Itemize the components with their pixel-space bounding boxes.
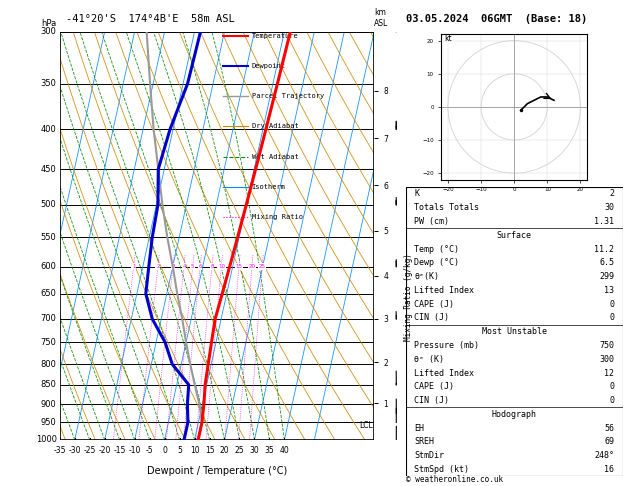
Text: -41°20'S  174°4B'E  58m ASL: -41°20'S 174°4B'E 58m ASL [66, 14, 235, 24]
Text: StmDir: StmDir [415, 451, 444, 460]
Text: 300: 300 [41, 27, 57, 36]
Text: 15: 15 [204, 446, 214, 455]
Text: StmSpd (kt): StmSpd (kt) [415, 465, 469, 474]
Text: Temp (°C): Temp (°C) [415, 244, 459, 254]
Text: -35: -35 [53, 446, 66, 455]
Text: -5: -5 [146, 446, 153, 455]
Text: 450: 450 [41, 165, 57, 174]
Text: 800: 800 [41, 360, 57, 369]
Text: 0: 0 [609, 300, 614, 309]
Text: Totals Totals: Totals Totals [415, 203, 479, 212]
Text: 69: 69 [604, 437, 614, 446]
Text: Lifted Index: Lifted Index [415, 368, 474, 378]
Text: 15: 15 [235, 264, 243, 269]
Text: 0: 0 [162, 446, 167, 455]
Text: EH: EH [415, 424, 425, 433]
Text: Dewpoint / Temperature (°C): Dewpoint / Temperature (°C) [147, 467, 287, 476]
Text: θᵉ(K): θᵉ(K) [415, 272, 440, 281]
Text: 25: 25 [259, 264, 265, 269]
Text: kt: kt [445, 34, 452, 43]
Text: 0: 0 [609, 313, 614, 322]
Text: -25: -25 [84, 446, 96, 455]
Text: SREH: SREH [415, 437, 435, 446]
Text: 1.31: 1.31 [594, 217, 614, 226]
Text: Mixing Ratio (g/kg): Mixing Ratio (g/kg) [404, 253, 413, 341]
Text: 2: 2 [156, 264, 160, 269]
Text: 750: 750 [599, 341, 614, 350]
Text: Lifted Index: Lifted Index [415, 286, 474, 295]
Text: CAPE (J): CAPE (J) [415, 382, 454, 391]
Text: 30: 30 [250, 446, 259, 455]
Text: 350: 350 [41, 79, 57, 88]
Text: Wet Adiabat: Wet Adiabat [252, 154, 298, 159]
Text: LCL: LCL [359, 421, 373, 430]
Text: 500: 500 [41, 200, 57, 209]
Text: 0: 0 [609, 382, 614, 391]
Text: © weatheronline.co.uk: © weatheronline.co.uk [406, 474, 503, 484]
Text: 35: 35 [265, 446, 274, 455]
Text: 950: 950 [41, 418, 57, 427]
Text: Temperature: Temperature [252, 33, 298, 39]
Text: Pressure (mb): Pressure (mb) [415, 341, 479, 350]
Text: 1: 1 [132, 264, 135, 269]
Text: 11.2: 11.2 [594, 244, 614, 254]
Text: 5: 5 [177, 446, 182, 455]
Text: 600: 600 [41, 262, 57, 271]
Text: 900: 900 [41, 399, 57, 409]
Text: 03.05.2024  06GMT  (Base: 18): 03.05.2024 06GMT (Base: 18) [406, 14, 587, 24]
Text: 16: 16 [604, 465, 614, 474]
Text: 650: 650 [41, 289, 57, 298]
Text: -15: -15 [113, 446, 126, 455]
Text: Most Unstable: Most Unstable [482, 327, 547, 336]
Text: 3: 3 [171, 264, 175, 269]
Text: 700: 700 [41, 314, 57, 323]
Text: Hodograph: Hodograph [492, 410, 537, 419]
Text: 10: 10 [190, 446, 199, 455]
Text: 6: 6 [198, 264, 202, 269]
Text: Parcel Trajectory: Parcel Trajectory [252, 93, 324, 99]
Text: 4: 4 [182, 264, 186, 269]
Text: 750: 750 [41, 338, 57, 347]
Text: -20: -20 [99, 446, 111, 455]
Text: 20: 20 [248, 264, 255, 269]
Text: 30: 30 [604, 203, 614, 212]
Text: 6.5: 6.5 [599, 259, 614, 267]
Text: CIN (J): CIN (J) [415, 396, 449, 405]
Text: Dewp (°C): Dewp (°C) [415, 259, 459, 267]
Text: 40: 40 [279, 446, 289, 455]
Text: θᵉ (K): θᵉ (K) [415, 355, 444, 364]
Text: 300: 300 [599, 355, 614, 364]
Text: 850: 850 [41, 380, 57, 389]
Text: 13: 13 [604, 286, 614, 295]
Text: 1000: 1000 [36, 435, 57, 444]
Text: 56: 56 [604, 424, 614, 433]
Text: Mixing Ratio: Mixing Ratio [252, 214, 303, 220]
Text: 0: 0 [609, 396, 614, 405]
Text: CIN (J): CIN (J) [415, 313, 449, 322]
Text: 400: 400 [41, 124, 57, 134]
Text: 550: 550 [41, 233, 57, 242]
Text: 12: 12 [604, 368, 614, 378]
Text: hPa: hPa [42, 18, 57, 28]
Text: km
ASL: km ASL [374, 8, 389, 28]
Text: -10: -10 [128, 446, 141, 455]
Text: -30: -30 [69, 446, 81, 455]
Text: 10: 10 [218, 264, 225, 269]
Text: Dry Adiabat: Dry Adiabat [252, 123, 298, 129]
Text: 5: 5 [191, 264, 194, 269]
Text: 20: 20 [220, 446, 230, 455]
Text: 299: 299 [599, 272, 614, 281]
Text: Surface: Surface [497, 231, 532, 240]
Text: PW (cm): PW (cm) [415, 217, 449, 226]
Text: 8: 8 [210, 264, 214, 269]
Text: 25: 25 [235, 446, 244, 455]
Text: 2: 2 [609, 190, 614, 198]
Text: K: K [415, 190, 420, 198]
Text: Dewpoint: Dewpoint [252, 63, 286, 69]
Text: Isotherm: Isotherm [252, 184, 286, 190]
Text: 248°: 248° [594, 451, 614, 460]
Text: CAPE (J): CAPE (J) [415, 300, 454, 309]
